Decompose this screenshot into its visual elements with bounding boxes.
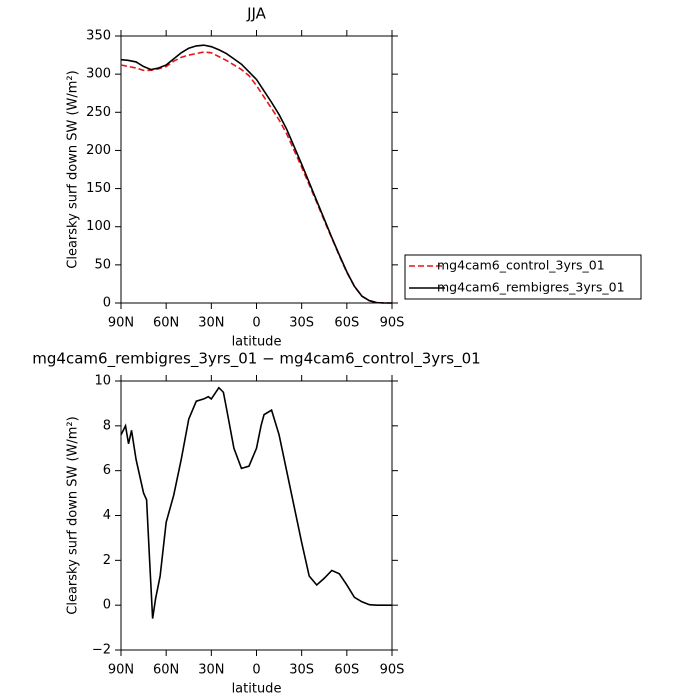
y-tick-label: 100 xyxy=(86,219,111,234)
y-tick-label: 350 xyxy=(86,29,111,44)
x-tick-label: 0 xyxy=(252,316,260,331)
y-tick-label: 8 xyxy=(103,418,111,433)
y-tick-label: 4 xyxy=(103,508,111,523)
y-tick-label: 0 xyxy=(103,296,111,311)
legend-label: mg4cam6_rembigres_3yrs_01 xyxy=(437,280,625,295)
y-tick-label: 250 xyxy=(86,105,111,120)
x-tick-label: 90S xyxy=(380,316,405,331)
x-tick-label: 90N xyxy=(108,663,134,678)
data-line xyxy=(120,51,392,304)
x-tick-label: 90S xyxy=(380,663,405,678)
x-tick-label: 0 xyxy=(252,663,260,678)
y-tick-label: 6 xyxy=(103,463,111,478)
x-tick-label: 60S xyxy=(334,663,359,678)
plot-frame xyxy=(120,35,393,304)
x-tick-label: 60N xyxy=(153,663,179,678)
y-axis-label: Clearsky surf down SW (W/m²) xyxy=(66,70,81,268)
y-axis-label: Clearsky surf down SW (W/m²) xyxy=(66,416,81,614)
legend-box xyxy=(404,254,642,300)
y-tick-label: 150 xyxy=(86,181,111,196)
y-tick-label: 10 xyxy=(94,374,111,389)
y-tick-label: 50 xyxy=(94,257,111,272)
y-tick-label: −2 xyxy=(92,643,111,658)
x-axis-label: latitude xyxy=(232,335,282,350)
x-tick-label: 30N xyxy=(198,316,224,331)
x-tick-label: 60N xyxy=(153,316,179,331)
x-tick-label: 60S xyxy=(334,316,359,331)
x-tick-label: 30S xyxy=(289,663,314,678)
y-tick-label: 2 xyxy=(103,553,111,568)
x-axis-label: latitude xyxy=(232,682,282,697)
y-tick-label: 200 xyxy=(86,143,111,158)
data-line xyxy=(120,44,392,304)
chart-title: JJA xyxy=(246,5,267,23)
chart-title: mg4cam6_rembigres_3yrs_01 − mg4cam6_cont… xyxy=(32,350,480,369)
x-tick-label: 90N xyxy=(108,316,134,331)
data-line xyxy=(120,386,392,619)
legend-label: mg4cam6_control_3yrs_01 xyxy=(437,258,605,273)
y-tick-label: 300 xyxy=(86,67,111,82)
y-tick-label: 0 xyxy=(103,598,111,613)
plot-frame xyxy=(120,380,393,651)
x-tick-label: 30N xyxy=(198,663,224,678)
x-tick-label: 30S xyxy=(289,316,314,331)
